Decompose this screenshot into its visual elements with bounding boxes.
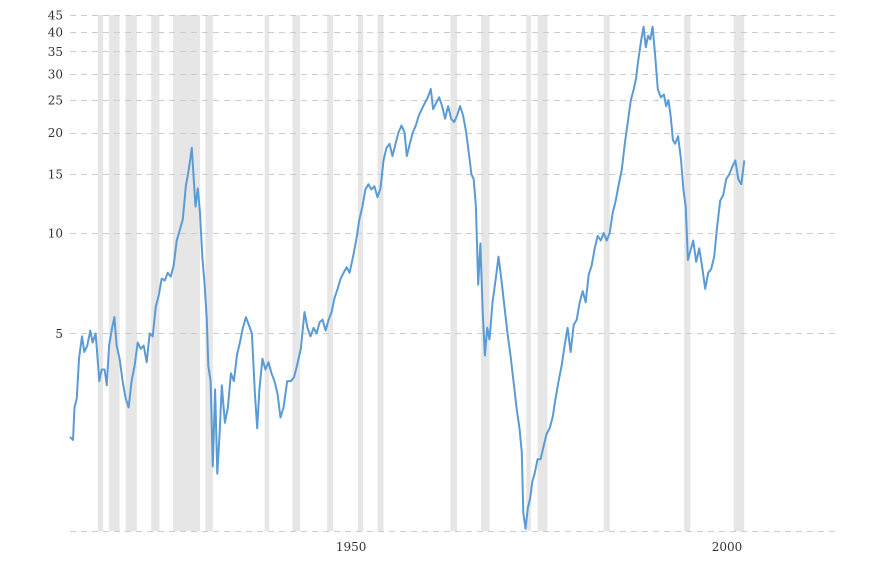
y-tick-label: 35 xyxy=(48,45,63,59)
y-tick-label: 45 xyxy=(48,9,63,23)
recession-band xyxy=(684,15,691,531)
x-axis-labels: 1950 2000 xyxy=(336,540,742,554)
recession-band xyxy=(733,15,745,531)
recession-band xyxy=(172,15,201,531)
y-gridlines xyxy=(70,15,836,532)
y-axis-labels: 5 10 15 20 25 30 35 40 45 xyxy=(48,9,63,341)
recession-band xyxy=(526,15,531,531)
x-tick-label: 1950 xyxy=(336,540,367,554)
y-tick-label: 5 xyxy=(55,327,63,341)
recession-band xyxy=(205,15,213,531)
y-tick-label: 10 xyxy=(48,227,63,241)
series-line xyxy=(69,25,746,530)
recession-band xyxy=(97,15,104,531)
recession-band xyxy=(264,15,270,531)
recession-band xyxy=(151,15,160,531)
recession-band xyxy=(537,15,548,531)
y-tick-label: 30 xyxy=(48,67,63,81)
y-tick-label: 25 xyxy=(48,94,63,108)
recession-band xyxy=(603,15,610,531)
recession-band xyxy=(125,15,137,531)
recession-band xyxy=(292,15,301,531)
recession-band xyxy=(450,15,458,531)
y-tick-label: 15 xyxy=(48,168,63,182)
recession-band xyxy=(357,15,364,531)
y-tick-label: 40 xyxy=(48,26,63,40)
x-tick-label: 2000 xyxy=(712,540,743,554)
recession-band xyxy=(377,15,384,531)
recession-band xyxy=(327,15,334,531)
recession-shading xyxy=(97,15,745,531)
recession-band xyxy=(109,15,120,531)
recession-band xyxy=(481,15,490,531)
y-tick-label: 20 xyxy=(48,126,63,140)
